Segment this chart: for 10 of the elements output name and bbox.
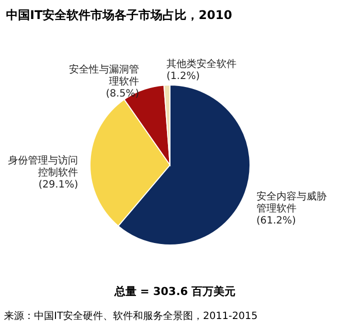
text: 总量 = 303.6 百万美元 [113, 285, 236, 298]
source-note: 来源：中国IT安全硬件、软件和服务全景图，2011-2015 [4, 310, 258, 322]
slice-label: 身份管理与访问控制软件 [8, 154, 78, 179]
slice-label: 安全内容与威胁管理软件 [256, 190, 326, 215]
chart-title: 中国IT安全软件市场各子市场占比，2010 [6, 8, 232, 22]
slice-label: 其他类安全软件 [166, 58, 237, 70]
data-label: (29.1%) [38, 180, 78, 191]
data-label: (61.2%) [256, 216, 296, 227]
data-label: (1.2%) [166, 71, 200, 82]
slice-label: 安全性与漏洞管理软件 [69, 63, 140, 88]
